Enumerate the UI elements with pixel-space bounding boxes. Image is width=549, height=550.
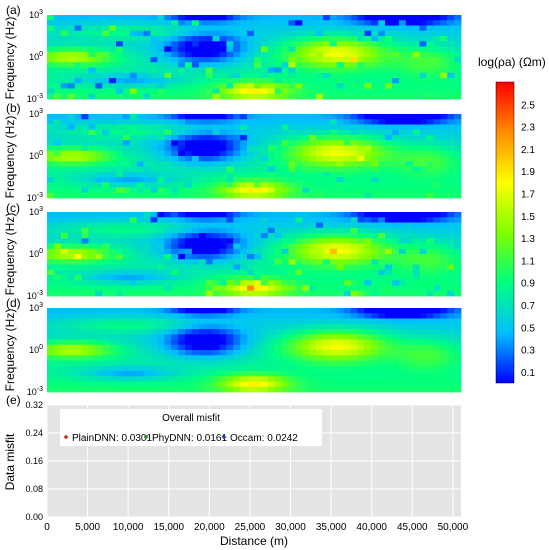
colorbar: log(ρa) (Ωm) 2.5 2.3 2.1 1.9 1.7 1.5 1.3 1.1 0.9… [478, 55, 546, 384]
colorbar-tick-label: 1.5 [521, 212, 535, 223]
frequency-tick-label: 103 [29, 302, 43, 313]
x-tick-label: 30,000 [275, 522, 306, 533]
y-tick-label: 0.16 [25, 456, 43, 466]
panel-c: (c) Frequency (Hz) 103 100 10-3 [3, 201, 462, 301]
frequency-tick-label: 103 [29, 108, 43, 119]
legend-title: Overall misfit [162, 413, 220, 424]
resistivity-field-d [47, 308, 462, 393]
chart-ylabel: Data misfit [3, 433, 17, 490]
data-points [47, 0, 457, 514]
chart-xlabel: Distance (m) [220, 534, 288, 548]
panel-d-yticks: 103 100 10-3 [27, 302, 43, 397]
panel-d-ylabel: Frequency (Hz) [3, 309, 17, 392]
panel-c-ylabel: Frequency (Hz) [3, 213, 17, 296]
panel-e-letter: (e) [6, 393, 21, 407]
frequency-tick-label: 100 [29, 51, 43, 62]
panel-d-letter: (d) [6, 296, 21, 310]
legend-label: PhyDNN: 0.0161 [152, 433, 227, 444]
legend-label: Occam: 0.0242 [230, 433, 298, 444]
frequency-tick-label: 100 [29, 150, 43, 161]
panel-b: (b) Frequency (Hz) 103 100 10-3 [3, 101, 462, 203]
colorbar-tick-label: 0.7 [521, 301, 535, 312]
x-tick-label: 0 [44, 522, 50, 533]
panel-a-letter: (a) [6, 3, 21, 17]
frequency-tick-label: 103 [29, 9, 43, 20]
colorbar-tick-label: 0.1 [521, 368, 535, 379]
colorbar-ticks: 2.5 2.3 2.1 1.9 1.7 1.5 1.3 1.1 0.9 0.7 0.5 0.3 0.1 [521, 100, 535, 379]
panel-b-yticks: 103 100 10-3 [27, 108, 43, 203]
panel-b-ylabel: Frequency (Hz) [3, 116, 17, 199]
frequency-tick-label: 103 [29, 206, 43, 217]
y-tick-label: 0.24 [25, 428, 43, 438]
y-tick-label: 0.00 [25, 512, 43, 522]
gridlines [46, 404, 461, 518]
y-tick-label: 0.32 [25, 400, 43, 410]
panel-a: (a) Frequency (Hz) 103 100 10-3 [3, 3, 462, 104]
panel-d: (d) Frequency (Hz) 103 100 10-3 [3, 296, 462, 397]
x-tick-label: 5,000 [75, 522, 100, 533]
legend-marker [143, 434, 149, 440]
legend-entries: PlainDNN: 0.0301 PhyDNN: 0.0161 Occam: 0.0… [63, 433, 298, 444]
panel-c-yticks: 103 100 10-3 [27, 206, 43, 301]
panel-b-letter: (b) [6, 101, 21, 115]
y-tick-label: 0.08 [25, 484, 43, 494]
colorbar-tick-label: 1.7 [521, 189, 535, 200]
frequency-tick-label: 10-3 [27, 290, 43, 301]
y-tick-labels: 0.00 0.08 0.16 0.24 0.32 [25, 400, 43, 522]
frequency-tick-label: 10-3 [27, 192, 43, 203]
colorbar-gradient [495, 81, 515, 384]
panel-a-yticks: 103 100 10-3 [27, 9, 43, 104]
x-tick-label: 15,000 [153, 522, 184, 533]
x-tick-label: 20,000 [194, 522, 225, 533]
colorbar-tick-label: 1.1 [521, 256, 535, 267]
x-tick-label: 25,000 [235, 522, 266, 533]
panel-c-letter: (c) [6, 201, 20, 215]
legend-marker [221, 434, 227, 440]
resistivity-field-a [47, 15, 462, 100]
colorbar-tick-label: 2.3 [521, 123, 535, 134]
x-tick-label: 45,000 [397, 522, 428, 533]
frequency-tick-label: 100 [29, 344, 43, 355]
legend-label: PlainDNN: 0.0301 [72, 433, 152, 444]
colorbar-tick-label: 1.3 [521, 234, 535, 245]
x-tick-label: 40,000 [356, 522, 387, 533]
x-tick-labels: 0 5,000 10,000 15,000 20,000 25,000 30,000 35,0… [44, 522, 468, 533]
resistivity-field-b [47, 114, 462, 199]
frequency-tick-label: 10-3 [27, 93, 43, 104]
x-tick-label: 35,000 [316, 522, 347, 533]
colorbar-title: log(ρa) (Ωm) [478, 55, 546, 69]
x-tick-label: 10,000 [113, 522, 144, 533]
colorbar-tick-label: 0.3 [521, 346, 535, 357]
misfit-chart: Overall misfit PlainDNN: 0.0301 PhyDNN: 0… [3, 0, 469, 548]
legend-box [60, 409, 322, 446]
frequency-tick-label: 10-3 [27, 386, 43, 397]
panel-a-ylabel: Frequency (Hz) [3, 17, 17, 100]
legend-marker [63, 434, 69, 440]
colorbar-tick-label: 2.5 [521, 100, 535, 111]
resistivity-field-c [47, 212, 462, 297]
x-tick-label: 50,000 [438, 522, 469, 533]
colorbar-tick-label: 1.9 [521, 167, 535, 178]
colorbar-tick-label: 2.1 [521, 145, 535, 156]
colorbar-tick-label: 0.9 [521, 279, 535, 290]
colorbar-tick-label: 0.5 [521, 323, 535, 334]
frequency-tick-label: 100 [29, 248, 43, 259]
